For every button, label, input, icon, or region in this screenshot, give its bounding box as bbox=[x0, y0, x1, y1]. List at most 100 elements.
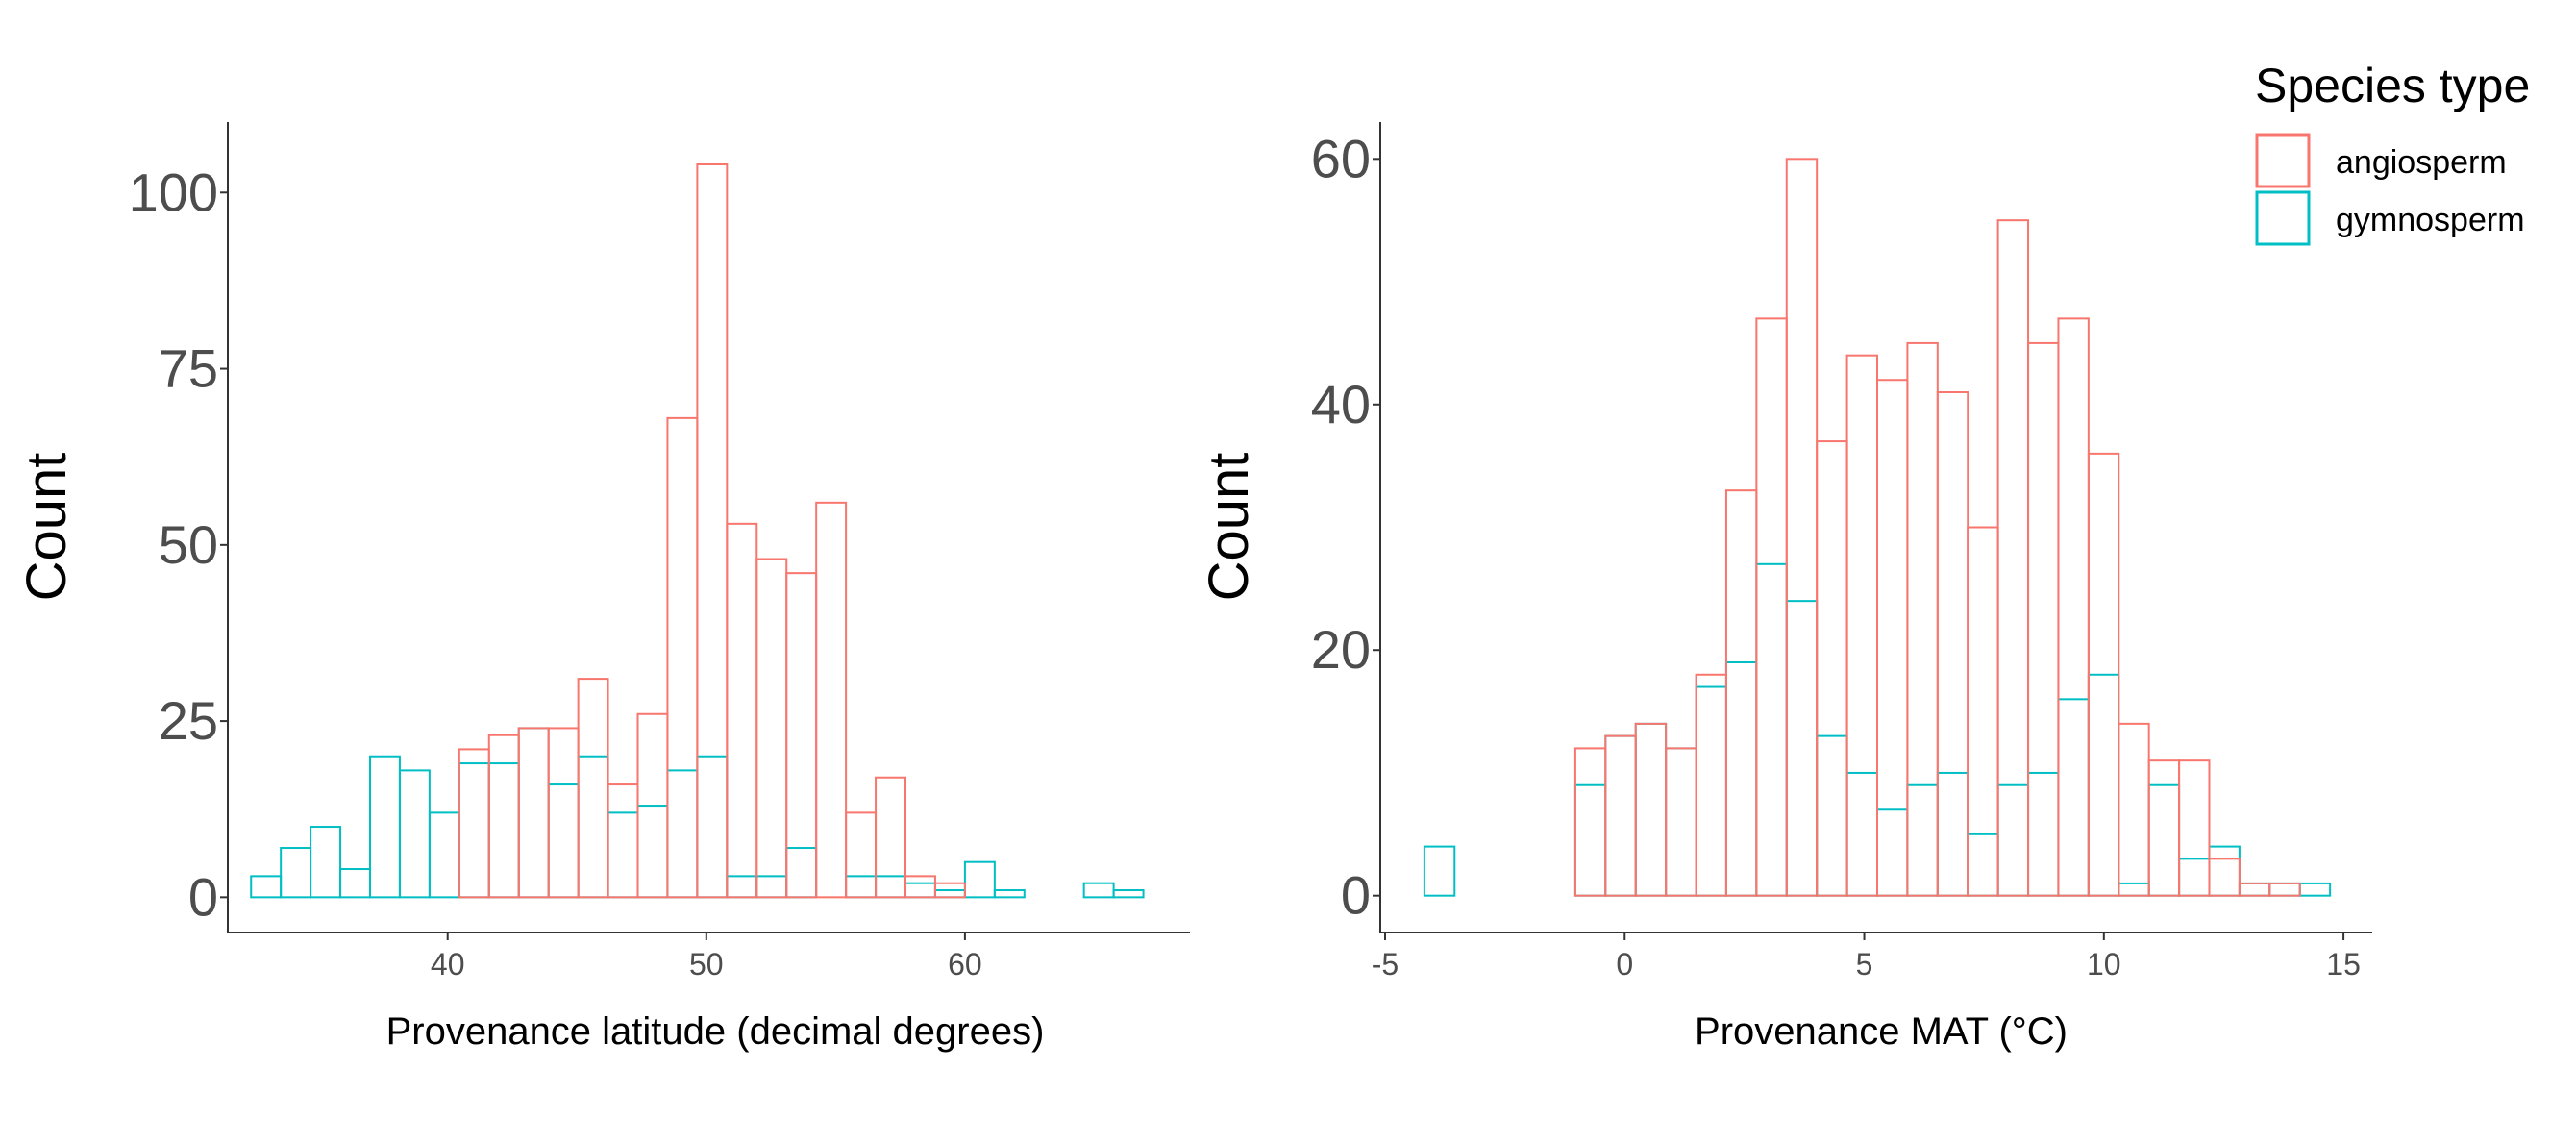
legend-key-gymnosperm bbox=[2255, 190, 2311, 246]
gymnosperm-bar bbox=[993, 889, 1026, 899]
gymnosperm-bar bbox=[369, 755, 401, 899]
gymnosperm-bar bbox=[458, 762, 490, 899]
gymnosperm-bar bbox=[1573, 783, 1607, 897]
y-tick-label: 40 bbox=[1311, 374, 1371, 435]
gymnosperm-bar bbox=[428, 811, 460, 899]
gymnosperm-bar bbox=[1936, 771, 1969, 897]
y-tick-label: 50 bbox=[159, 514, 218, 575]
gymnosperm-bar bbox=[2298, 882, 2332, 897]
angiosperm-bar bbox=[2238, 882, 2271, 897]
y-tick-label: 20 bbox=[1311, 619, 1371, 680]
x-axis-label: Provenance latitude (decimal degrees) bbox=[386, 1010, 1045, 1053]
angiosperm-bar bbox=[666, 416, 699, 899]
angiosperm-bar bbox=[726, 522, 758, 899]
gymnosperm-bar bbox=[696, 755, 729, 899]
y-tick-label: 60 bbox=[1311, 128, 1371, 188]
angiosperm-bar bbox=[1816, 440, 1848, 897]
gymnosperm-bar bbox=[755, 875, 788, 899]
x-axis-label: Provenance MAT (°C) bbox=[1695, 1010, 2068, 1053]
gymnosperm-bar bbox=[1906, 783, 1939, 897]
angiosperm-bar bbox=[1967, 526, 1999, 897]
angiosperm-bar bbox=[904, 875, 936, 899]
angiosperm-bar bbox=[1876, 379, 1909, 897]
y-axis-label: Count bbox=[15, 453, 78, 602]
gymnosperm-bar bbox=[1082, 882, 1115, 899]
gymnosperm-bar bbox=[1816, 734, 1848, 897]
y-tick-label: 75 bbox=[159, 338, 218, 399]
angiosperm-bar bbox=[1665, 747, 1697, 897]
angiosperm-bar bbox=[577, 678, 609, 899]
gymnosperm-bar bbox=[666, 769, 699, 899]
x-tick-label: 10 bbox=[2087, 947, 2121, 982]
gymnosperm-bar bbox=[517, 727, 550, 899]
gymnosperm-bar bbox=[2087, 673, 2120, 897]
gymnosperm-bar bbox=[2178, 858, 2211, 897]
x-tick-label: -5 bbox=[1372, 947, 1399, 982]
angiosperm-bar bbox=[1695, 673, 1727, 897]
angiosperm-bar bbox=[1755, 317, 1788, 897]
gymnosperm-bar bbox=[1724, 661, 1758, 897]
gymnosperm-bar bbox=[607, 811, 639, 899]
gymnosperm-bar bbox=[547, 783, 580, 899]
legend-key-angiosperm bbox=[2255, 133, 2311, 188]
angiosperm-bar bbox=[755, 558, 788, 899]
angiosperm-bars bbox=[1573, 158, 2301, 897]
gymnosperm-bar bbox=[1876, 808, 1909, 897]
angiosperm-bar bbox=[2208, 858, 2241, 897]
angiosperm-bar bbox=[2118, 722, 2150, 897]
gymnosperm-bar bbox=[1845, 771, 1878, 897]
gymnosperm-bar bbox=[2238, 882, 2271, 897]
angiosperm-bar bbox=[2087, 452, 2120, 897]
gymnosperm-bar bbox=[904, 882, 936, 899]
gymnosperm-bar bbox=[845, 875, 878, 899]
legend-title: Species type bbox=[2255, 59, 2530, 112]
gymnosperm-bar bbox=[1996, 783, 2030, 897]
angiosperm-bar bbox=[1785, 158, 1819, 897]
legend-label-angiosperm: angiosperm bbox=[2336, 144, 2507, 181]
gymnosperm-bar bbox=[310, 826, 342, 899]
angiosperm-bar bbox=[607, 783, 639, 899]
angiosperm-bar bbox=[547, 727, 580, 899]
angiosperm-bar bbox=[2057, 317, 2090, 897]
gymnosperm-bar bbox=[1967, 833, 1999, 897]
gymnosperm-bar bbox=[2268, 882, 2301, 897]
angiosperm-bar bbox=[2178, 759, 2211, 897]
angiosperm-bar bbox=[815, 501, 848, 899]
gymnosperm-bar bbox=[2208, 845, 2241, 897]
gymnosperm-bar bbox=[2027, 771, 2060, 897]
gymnosperm-bar bbox=[785, 847, 818, 899]
gymnosperm-bar bbox=[250, 875, 283, 899]
gymnosperm-bar bbox=[2057, 698, 2090, 897]
y-tick-label: 25 bbox=[159, 690, 218, 751]
legend: Species type angiosperm gymnosperm bbox=[2255, 59, 2530, 246]
y-tick-label: 0 bbox=[188, 866, 218, 927]
y-tick-label: 0 bbox=[1341, 865, 1371, 926]
angiosperm-bar bbox=[1996, 219, 2030, 897]
gymnosperm-bar bbox=[280, 847, 312, 899]
gymnosperm-bar bbox=[1423, 845, 1456, 897]
gymnosperm-bar bbox=[1665, 747, 1697, 897]
x-tick-label: 50 bbox=[689, 947, 724, 982]
gymnosperm-bar bbox=[339, 868, 371, 899]
angiosperm-bar bbox=[487, 734, 520, 899]
x-tick-label: 40 bbox=[431, 947, 465, 982]
y-tick-label: 100 bbox=[129, 162, 218, 222]
gymnosperm-bar bbox=[933, 889, 966, 899]
gymnosperm-bar bbox=[487, 762, 520, 899]
gymnosperm-bar bbox=[577, 755, 609, 899]
angiosperm-bar bbox=[845, 811, 878, 899]
gymnosperm-bar bbox=[1695, 685, 1727, 897]
x-tick-label: 15 bbox=[2326, 947, 2361, 982]
x-tick-label: 60 bbox=[948, 947, 982, 982]
x-tick-label: 0 bbox=[1616, 947, 1633, 982]
angiosperm-bar bbox=[1634, 722, 1668, 897]
y-ticks: 0 25 50 75 100 bbox=[129, 162, 228, 927]
gymnosperm-bar bbox=[875, 875, 906, 899]
angiosperm-bar bbox=[696, 162, 729, 899]
angiosperm-bar bbox=[2147, 759, 2181, 897]
x-ticks: 40 50 60 bbox=[431, 933, 982, 982]
gymnosperm-bar bbox=[1112, 889, 1145, 899]
angiosperm-bar bbox=[1573, 747, 1607, 897]
